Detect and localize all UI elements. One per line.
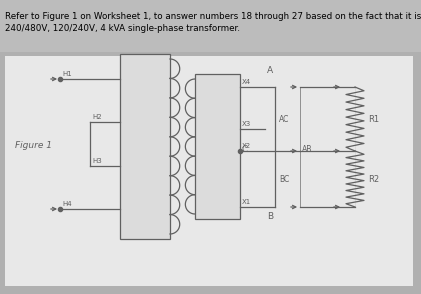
Text: Figure 1: Figure 1: [15, 141, 52, 151]
Bar: [0, 0, 421, 52]
Text: X1: X1: [242, 199, 251, 205]
Text: 240/480V, 120/240V, 4 kVA single-phase transformer.: 240/480V, 120/240V, 4 kVA single-phase t…: [5, 24, 240, 33]
Text: H4: H4: [62, 201, 72, 207]
Text: H3: H3: [92, 158, 102, 164]
Text: H1: H1: [62, 71, 72, 77]
Bar: [5, 56, 413, 286]
Text: X3: X3: [242, 121, 251, 127]
Text: C: C: [242, 145, 248, 154]
Text: R1: R1: [368, 114, 379, 123]
Text: AB: AB: [302, 144, 312, 153]
Text: AC: AC: [279, 114, 289, 123]
Text: R2: R2: [368, 175, 379, 183]
Text: BC: BC: [279, 175, 289, 183]
Text: H2: H2: [92, 114, 101, 120]
Text: X4: X4: [242, 79, 251, 85]
Bar: [120, 54, 170, 239]
Text: A: A: [267, 66, 273, 75]
Text: X2: X2: [242, 143, 251, 149]
Text: Refer to Figure 1 on Worksheet 1, to answer numbers 18 through 27 based on the f: Refer to Figure 1 on Worksheet 1, to ans…: [5, 12, 421, 21]
Bar: [195, 74, 240, 219]
Text: B: B: [267, 212, 273, 221]
